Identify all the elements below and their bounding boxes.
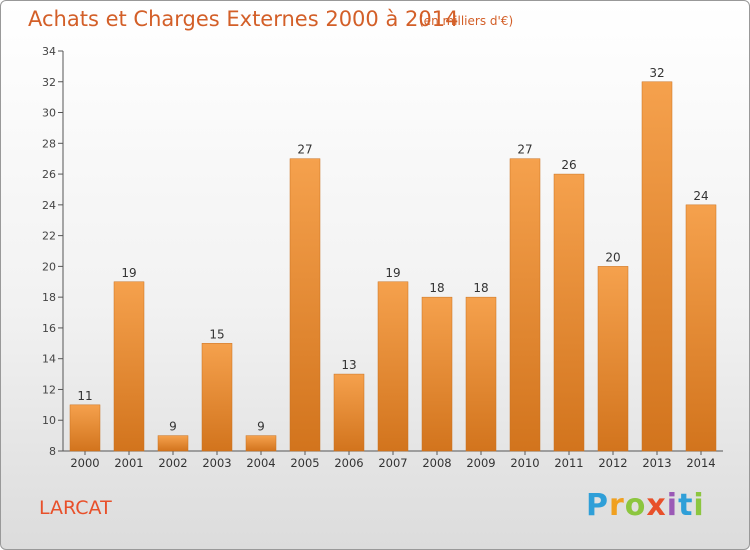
data-label-2006: 13 — [341, 358, 356, 372]
data-label-2012: 20 — [605, 250, 620, 264]
x-tick-label: 2001 — [114, 456, 143, 470]
logo-letter: x — [646, 488, 667, 523]
logo-letter: o — [624, 488, 647, 523]
x-tick-label: 2003 — [202, 456, 231, 470]
bar-2013 — [641, 81, 673, 452]
bar-2008 — [421, 296, 453, 452]
data-label-2010: 27 — [517, 143, 532, 157]
logo-letter: r — [609, 488, 625, 523]
logo-letter: i — [666, 488, 679, 523]
logo-letter: i — [693, 488, 705, 523]
y-tick-label: 22 — [42, 230, 56, 243]
data-label-2013: 32 — [649, 66, 664, 80]
data-label-2009: 18 — [473, 281, 488, 295]
data-label-2008: 18 — [429, 281, 444, 295]
x-tick-label: 2014 — [686, 456, 715, 470]
proxiti-logo[interactable]: Proxiti — [586, 488, 705, 523]
data-label-2007: 19 — [385, 266, 400, 280]
y-tick-label: 24 — [42, 199, 56, 212]
logo-letter: t — [678, 488, 694, 523]
bar-2003 — [201, 343, 233, 452]
y-tick-label: 28 — [42, 137, 56, 150]
x-tick-label: 2000 — [70, 456, 99, 470]
y-tick-label: 10 — [42, 414, 56, 427]
x-tick-label: 2013 — [642, 456, 671, 470]
y-tick-label: 14 — [42, 353, 56, 366]
logo-letter: P — [586, 488, 609, 523]
y-tick-label: 18 — [42, 291, 56, 304]
x-tick-label: 2008 — [422, 456, 451, 470]
y-tick-label: 12 — [42, 383, 56, 396]
x-tick-label: 2006 — [334, 456, 363, 470]
bar-2001 — [113, 281, 145, 452]
axes: 8 10 12 14 16 18 20 22 24 26 28 30 32 34 2000 2001 2002 2… — [42, 45, 723, 470]
x-tick-label: 2004 — [246, 456, 275, 470]
x-tick-label: 2012 — [598, 456, 627, 470]
bar-2005 — [289, 158, 321, 452]
bar-2004 — [245, 435, 277, 452]
x-tick-label: 2005 — [290, 456, 319, 470]
data-label-2000: 11 — [77, 389, 92, 403]
y-tick-label: 8 — [49, 445, 56, 458]
data-labels: 11 19 9 15 9 27 13 19 18 18 27 26 20 32 24 — [77, 66, 708, 434]
x-tick-label: 2007 — [378, 456, 407, 470]
data-label-2001: 19 — [121, 266, 136, 280]
data-label-2011: 26 — [561, 158, 576, 172]
chart-title: Achats et Charges Externes 2000 à 2014 — [28, 7, 459, 31]
y-tick-label: 32 — [42, 76, 56, 89]
data-label-2005: 27 — [297, 143, 312, 157]
bar-2009 — [465, 296, 497, 452]
bar-2010 — [509, 158, 541, 452]
x-tick-label: 2002 — [158, 456, 187, 470]
y-tick-label: 34 — [42, 45, 56, 58]
y-tick-label: 26 — [42, 168, 56, 181]
bar-2002 — [157, 435, 189, 452]
y-tick-label: 16 — [42, 322, 56, 335]
data-label-2002: 9 — [169, 420, 177, 434]
data-label-2014: 24 — [693, 189, 708, 203]
data-label-2004: 9 — [257, 420, 265, 434]
bar-2011 — [553, 173, 585, 452]
data-label-2003: 15 — [209, 327, 224, 341]
chart-unit: (en milliers d'€) — [419, 14, 514, 28]
bar-2006 — [333, 373, 365, 452]
y-tick-label: 30 — [42, 107, 56, 120]
x-tick-label: 2011 — [554, 456, 583, 470]
commune-name: LARCAT — [39, 497, 112, 519]
bar-2012 — [597, 266, 629, 452]
bar-2000 — [69, 404, 101, 452]
bar-2007 — [377, 281, 409, 452]
y-tick-label: 20 — [42, 260, 56, 273]
x-tick-label: 2009 — [466, 456, 495, 470]
bar-2014 — [685, 204, 717, 452]
x-tick-label: 2010 — [510, 456, 539, 470]
bars — [69, 81, 717, 452]
